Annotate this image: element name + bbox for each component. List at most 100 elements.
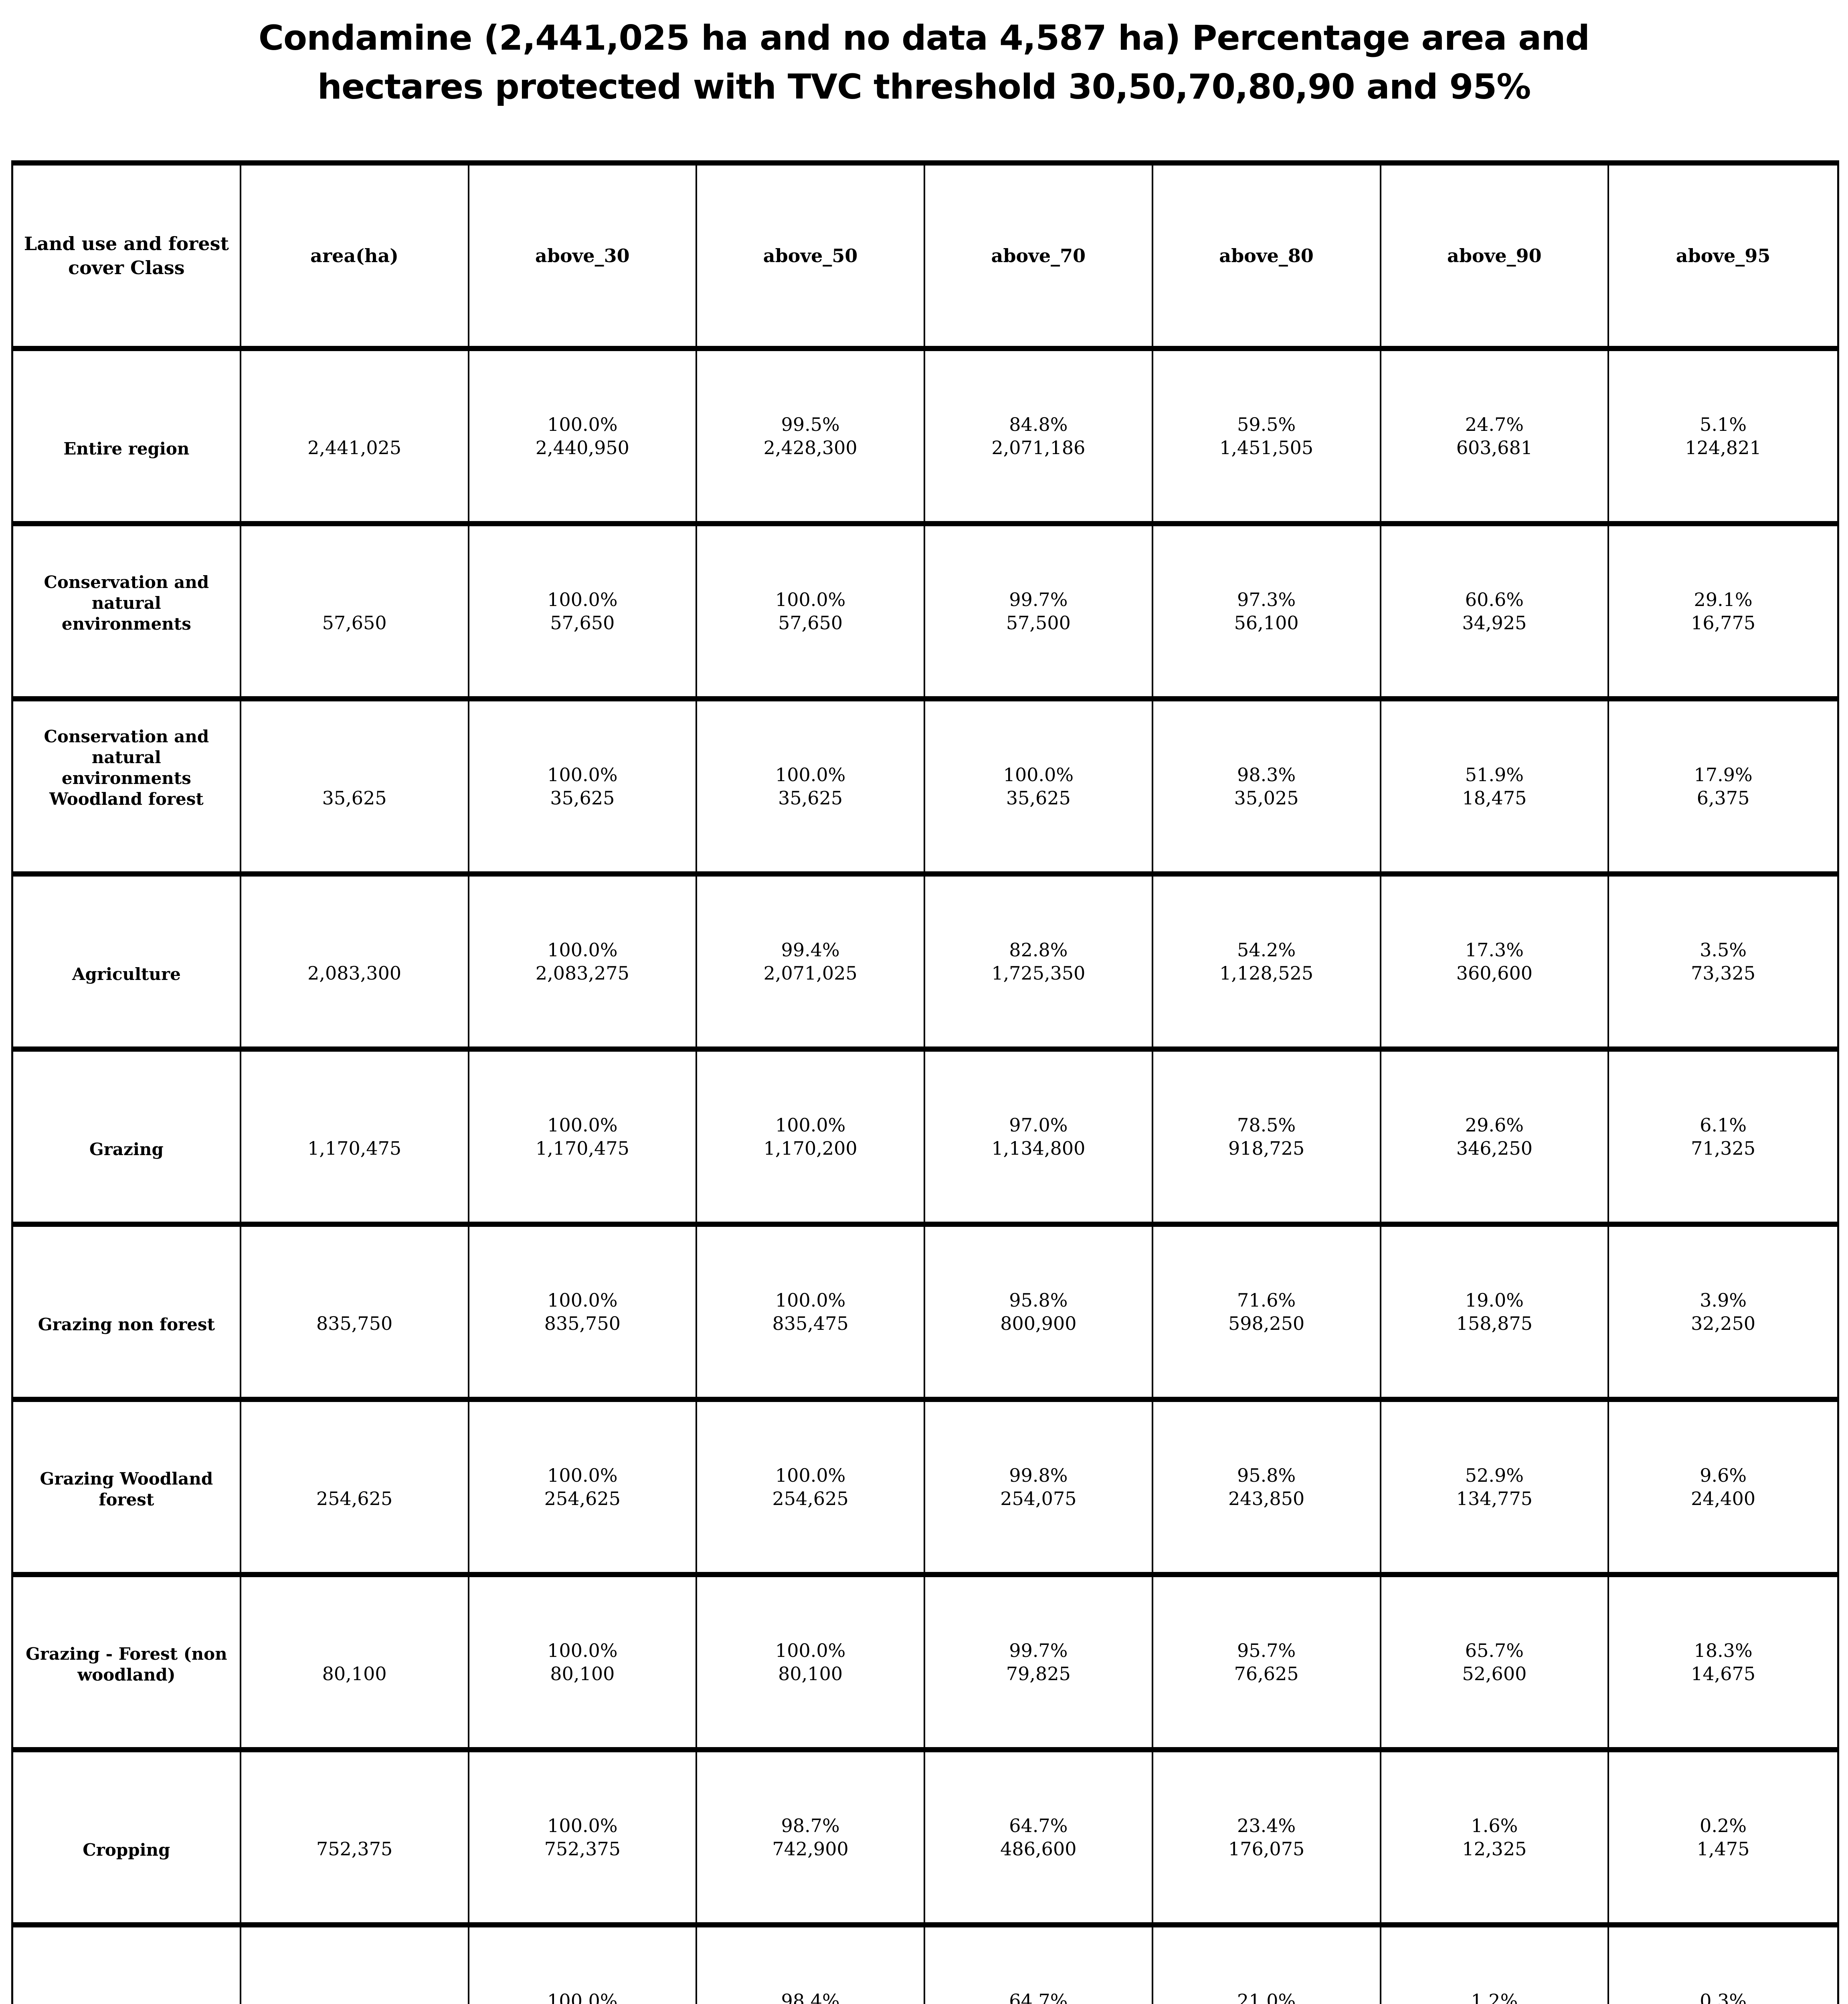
header-cell-above-70: above_70 [925,166,1153,346]
hectares-value: 243,850 [1228,1488,1305,1509]
hectares-value: 2,428,300 [763,437,857,459]
percent-value: 100.0% [547,1640,618,1661]
hectares-value: 1,134,800 [991,1137,1086,1159]
row-above-70-cell: 64.7%103,700 [925,1927,1153,2004]
hectares-value: 254,625 [544,1488,621,1509]
row-area-cell: 80,100 [241,1577,469,1747]
percent-value: 64.7% [1009,1990,1068,2004]
percent-value: 3.5% [1700,939,1747,961]
percent-value: 99.8% [1009,1465,1068,1486]
page-title-line-1: Condamine (2,441,025 ha and no data 4,58… [258,18,1590,58]
percent-value: 100.0% [547,1289,618,1311]
row-class-cell: Grazing non forest [13,1227,241,1397]
row-area-cell: 254,625 [241,1402,469,1572]
hectares-value: 346,250 [1456,1137,1533,1159]
percent-value: 100.0% [775,589,846,610]
row-above-30-cell: 100.0% 254,625 [469,1402,698,1572]
row-above-90-cell: 65.7% 52,600 [1381,1577,1609,1747]
percent-value: 9.6% [1700,1465,1747,1486]
row-area-cell: 2,441,025 [241,351,469,521]
percent-value: 78.5% [1237,1114,1296,1136]
header-cell-above-80: above_80 [1153,166,1381,346]
hectares-value: 35,625 [550,787,615,809]
percent-value: 3.9% [1700,1289,1747,1311]
percent-value: 97.3% [1237,589,1296,610]
percent-value: 100.0% [547,589,618,610]
percent-value: 95.8% [1009,1289,1068,1311]
row-above-80-cell: 21.0%33,575 [1153,1927,1381,2004]
percent-value: 98.4% [781,1990,840,2004]
percent-value: 100.0% [775,1465,846,1486]
percent-value: 100.0% [547,1815,618,1836]
row-area-value: 80,100 [322,1663,387,1685]
percent-value: 18.3% [1694,1640,1753,1661]
row-area-cell: 2,083,300 [241,877,469,1046]
hectares-value: 32,250 [1691,1313,1756,1334]
row-above-50-cell: 98.4%157,650 [697,1927,925,2004]
row-above-50-cell: 99.5% 2,428,300 [697,351,925,521]
row-above-50-cell: 98.7% 742,900 [697,1752,925,1922]
row-class-label: Agriculture [72,964,181,984]
percent-value: 100.0% [775,764,846,786]
hectares-value: 57,650 [778,612,843,634]
row-class-label: Conservation and natural environments [44,572,209,634]
row-above-50-cell: 99.4% 2,071,025 [697,877,925,1046]
row-above-95-cell: 18.3% 14,675 [1609,1577,1837,1747]
row-class-cell: Grazing - Forest (non woodland) [13,1577,241,1747]
row-above-30-cell: 100.0% 57,650 [469,526,698,696]
header-cell-above-90: above_90 [1381,166,1609,346]
hectares-value: 24,400 [1691,1488,1756,1509]
row-class-cell: Conservation and natural environments [13,526,241,696]
percent-value: 51.9% [1465,764,1524,786]
row-above-50-cell: 100.0% 835,475 [697,1227,925,1397]
row-area-cell: 1,170,475 [241,1052,469,1222]
header-cell-class: Land use and forest cover Class [13,166,241,346]
hectares-value: 35,625 [1006,787,1071,809]
row-above-95-cell: 0.3%525 [1609,1927,1837,2004]
percent-value: 95.8% [1237,1465,1296,1486]
hectares-value: 1,128,525 [1219,962,1314,984]
row-class-label: Cropping [83,1840,170,1860]
percent-value: 23.4% [1237,1815,1296,1836]
hectares-value: 603,681 [1456,437,1533,459]
percent-value: 17.3% [1465,939,1524,961]
row-above-70-cell: 99.8% 254,075 [925,1402,1153,1572]
row-above-90-cell: 52.9% 134,775 [1381,1402,1609,1572]
hectares-value: 57,500 [1006,612,1071,634]
row-above-80-cell: 23.4% 176,075 [1153,1752,1381,1922]
hectares-value: 6,375 [1696,787,1750,809]
percent-value: 59.5% [1237,414,1296,435]
row-above-50-cell: 100.0% 1,170,200 [697,1052,925,1222]
percent-value: 100.0% [775,1640,846,1661]
table-body: Entire region 2,441,025 100.0% 2,440,950 … [13,351,1837,2004]
row-area-cell: 57,650 [241,526,469,696]
row-above-70-cell: 82.8% 1,725,350 [925,877,1153,1046]
row-above-90-cell: 24.7% 603,681 [1381,351,1609,521]
row-above-90-cell: 1.2%2,000 [1381,1927,1609,2004]
percent-value: 99.7% [1009,589,1068,610]
percent-value: 84.8% [1009,414,1068,435]
percent-value: 0.2% [1700,1815,1747,1836]
hectares-value: 800,900 [1000,1313,1077,1334]
row-above-95-cell: 3.9% 32,250 [1609,1227,1837,1397]
percent-value: 24.7% [1465,414,1524,435]
row-area-value: 835,750 [316,1313,393,1334]
percent-value: 98.3% [1237,764,1296,786]
percent-value: 19.0% [1465,1289,1524,1311]
table-row: Grazing non forest 835,750 100.0% 835,750… [13,1227,1837,1402]
row-above-80-cell: 98.3% 35,025 [1153,701,1381,871]
row-class-label: Conservation and natural environments Wo… [44,727,209,809]
hectares-value: 598,250 [1228,1313,1305,1334]
row-area-value: 35,625 [322,787,387,809]
hectares-value: 71,325 [1691,1137,1756,1159]
hectares-value: 124,821 [1685,437,1761,459]
row-class-label: Entire region [63,439,190,459]
page-title: Condamine (2,441,025 ha and no data 4,58… [0,14,1848,111]
hectares-value: 742,900 [772,1838,849,1860]
hectares-value: 80,100 [778,1663,843,1685]
header-cell-above-50: above_50 [697,166,925,346]
row-above-95-cell: 5.1% 124,821 [1609,351,1837,521]
row-above-95-cell: 0.2% 1,475 [1609,1752,1837,1922]
table-row: Agriculture 2,083,300 100.0% 2,083,275 99… [13,877,1837,1052]
row-above-70-cell: 64.7% 486,600 [925,1752,1153,1922]
